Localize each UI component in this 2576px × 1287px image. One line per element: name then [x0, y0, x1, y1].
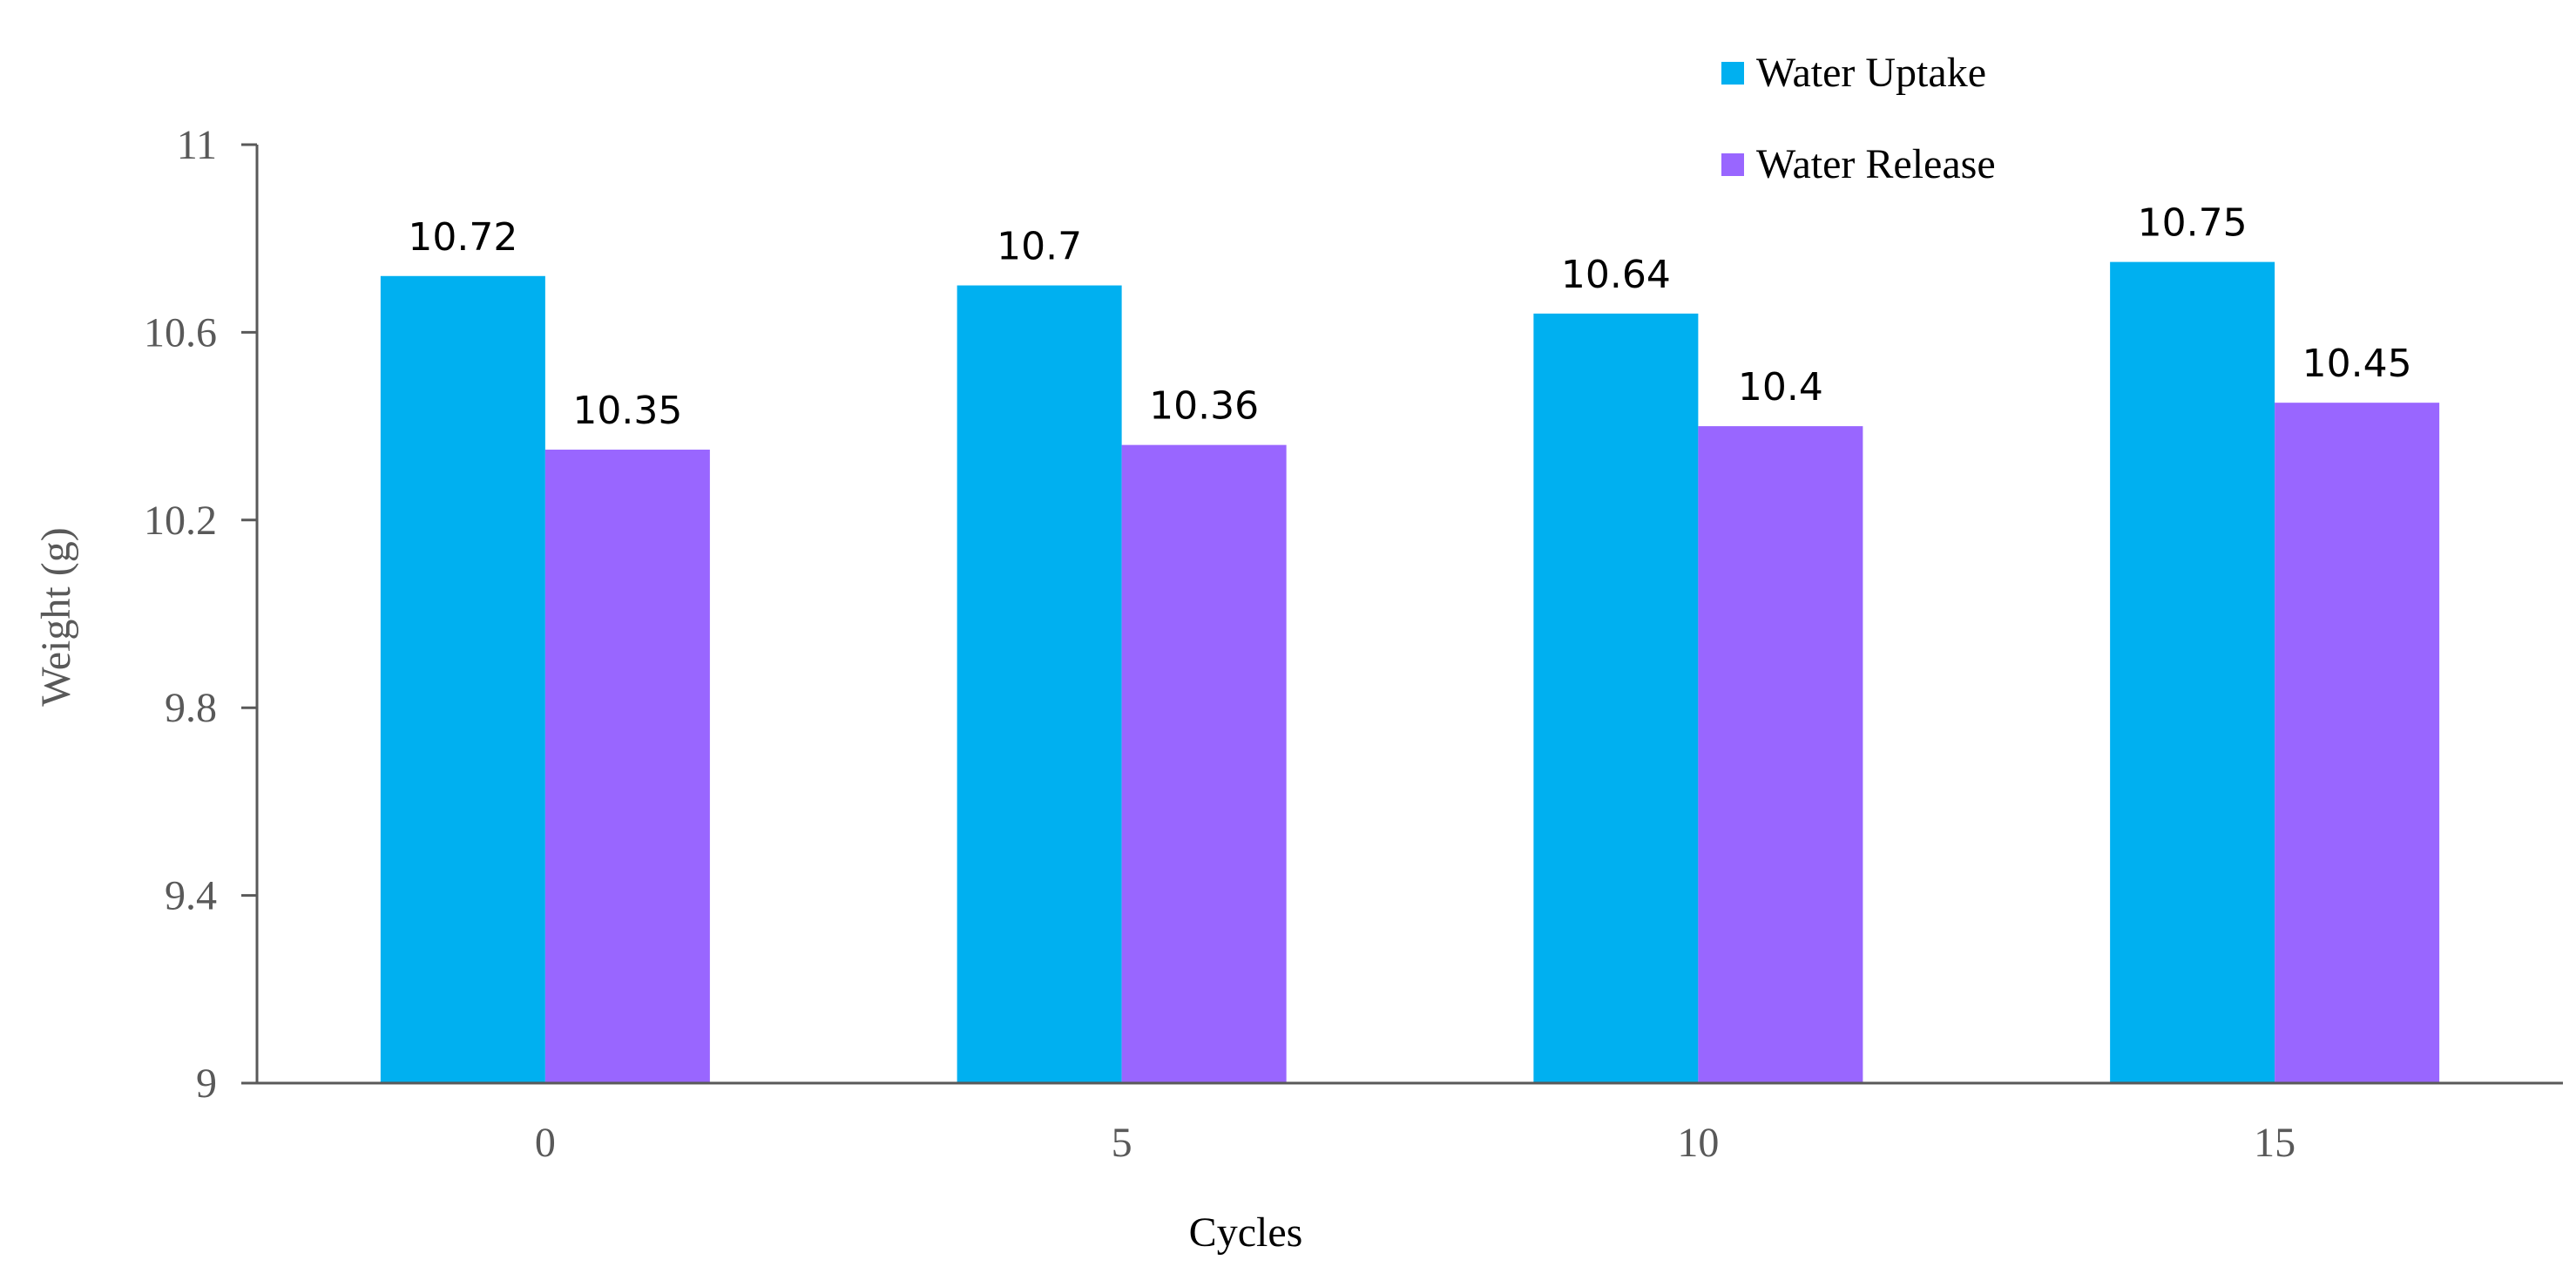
- data-label-water-release: 10.35: [572, 389, 682, 433]
- x-tick-label: 10: [1677, 1120, 1719, 1166]
- data-label-water-release: 10.45: [2302, 342, 2412, 386]
- legend-swatch-water-release: [1721, 153, 1744, 176]
- y-axis-ticks: 9 9.4 9.8 10.2 10.6 11: [144, 122, 257, 1107]
- x-axis-ticks: 0 5 10 15: [535, 1120, 2295, 1166]
- y-axis-title: Weight (g): [33, 527, 79, 706]
- data-labels: 10.72 10.35 10.7 10.36 10.64 10.4 10.75 10.45: [408, 201, 2411, 433]
- bar-water-release: [2275, 403, 2440, 1083]
- bar-water-release: [544, 450, 710, 1083]
- data-label-water-uptake: 10.75: [2138, 201, 2248, 246]
- y-tick-label: 9: [196, 1060, 217, 1107]
- data-label-water-uptake: 10.7: [997, 225, 1082, 269]
- bar-water-uptake: [2110, 261, 2275, 1083]
- x-tick-label: 15: [2254, 1120, 2295, 1166]
- legend-label-water-uptake: Water Uptake: [1756, 50, 1986, 96]
- y-tick-label: 9.4: [165, 873, 217, 919]
- y-tick-label: 10.6: [144, 309, 217, 356]
- bar-water-uptake: [1533, 313, 1699, 1083]
- x-axis-title: Cycles: [1189, 1209, 1303, 1256]
- legend: Water Uptake Water Release: [1721, 50, 1996, 187]
- data-label-water-uptake: 10.72: [408, 215, 517, 260]
- bars: [380, 261, 2440, 1084]
- data-label-water-release: 10.36: [1149, 384, 1259, 429]
- x-tick-label: 5: [1112, 1120, 1132, 1166]
- x-tick-label: 0: [535, 1120, 556, 1166]
- bar-water-release: [1698, 426, 1863, 1084]
- data-label-water-uptake: 10.64: [1561, 253, 1671, 297]
- bar-water-uptake: [380, 275, 545, 1083]
- legend-label-water-release: Water Release: [1756, 141, 1996, 187]
- bar-water-uptake: [957, 285, 1122, 1083]
- data-label-water-release: 10.4: [1738, 365, 1823, 410]
- y-tick-label: 11: [177, 122, 217, 168]
- y-tick-label: 9.8: [165, 685, 217, 731]
- y-tick-label: 10.2: [144, 498, 217, 544]
- bar-water-release: [1121, 444, 1287, 1083]
- legend-swatch-water-uptake: [1721, 62, 1744, 85]
